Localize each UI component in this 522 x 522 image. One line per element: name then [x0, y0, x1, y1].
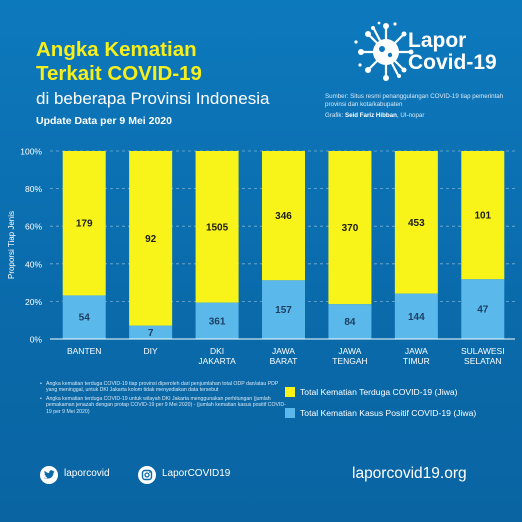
data-label-positive: 157 — [275, 305, 292, 316]
source-note: Sumber: Situs resmi penanggulangan COVID… — [325, 93, 515, 120]
y-tick-label: 20% — [25, 297, 42, 307]
legend-item-positive: Total Kematian Kasus Positif COVID-19 (J… — [285, 407, 476, 421]
credit-label: Grafik: — [325, 112, 344, 119]
bar-positive — [394, 293, 438, 339]
footnote-2: Angka kematian terduga COVID-19 untuk wi… — [40, 396, 290, 415]
update-date: Update Data per 9 Mei 2020 — [36, 115, 172, 127]
title-line-2: Terkait COVID-19 — [36, 62, 202, 85]
bar-suspected — [461, 151, 505, 280]
footnote-1: Angka kematian terduga COVID-19 tiap pro… — [40, 381, 290, 394]
credit-org: , UI-nopar — [396, 112, 425, 119]
legend-label-suspected: Total Kematian Terduga COVID-19 (Jiwa) — [300, 387, 458, 397]
virus-logo-icon — [354, 21, 414, 81]
legend-swatch-yellow — [285, 387, 295, 397]
legend-label-positive: Total Kematian Kasus Positif COVID-19 (J… — [300, 408, 477, 418]
x-tick-label: JAWA — [338, 346, 361, 356]
y-tick-label: 80% — [25, 184, 42, 194]
data-label-positive: 361 — [209, 316, 226, 327]
bar-suspected — [262, 151, 305, 281]
x-tick-label: DIY — [144, 346, 159, 356]
bar-positive — [328, 304, 372, 339]
stacked-bar-chart: 0% 20% 40% 60% 80% 100% Proporsi Tiap Jenis 179… — [7, 147, 515, 366]
twitter-bird-icon[interactable] — [40, 466, 58, 484]
data-label-positive: 47 — [477, 305, 489, 316]
instagram-handle[interactable]: LaporCOVID19 — [162, 468, 231, 479]
data-label-suspected: 1505 — [206, 222, 229, 233]
bar-suspected — [394, 151, 438, 294]
bar-positive — [262, 280, 305, 339]
logo-line-2: Covid-19 — [408, 51, 497, 74]
source-text: Situs resmi penanggulangan COVID-19 tiap… — [325, 93, 504, 108]
legend-item-suspected: Total Kematian Terduga COVID-19 (Jiwa) — [285, 386, 476, 400]
source-label: Sumber: — [325, 93, 349, 100]
bar-positive — [129, 325, 173, 339]
bar-positive — [461, 279, 505, 339]
bar-suspected — [328, 151, 372, 305]
y-axis-label: Proporsi Tiap Jenis — [7, 211, 16, 279]
data-label-suspected: 453 — [408, 218, 425, 229]
data-label-positive: 54 — [79, 313, 91, 324]
y-tick-label: 100% — [20, 147, 42, 157]
x-tick-label: BARAT — [270, 356, 298, 366]
bar-suspected — [62, 151, 106, 296]
x-tick-label: JAKARTA — [198, 356, 236, 366]
data-label-suspected: 346 — [275, 211, 292, 222]
credit-name: Seid Fariz Hibban — [344, 112, 397, 119]
twitter-handle[interactable]: laporcovid — [64, 468, 110, 479]
x-tick-label: SELATAN — [464, 356, 501, 366]
footer: laporcovid LaporCOVID19 laporcovid19.org — [0, 465, 522, 496]
x-tick-label: TENGAH — [332, 356, 367, 366]
subtitle: di beberapa Provinsi Indonesia — [36, 89, 270, 108]
data-label-suspected: 370 — [342, 223, 359, 234]
data-label-suspected: 179 — [76, 219, 93, 230]
title-line-1: Angka Kematian — [36, 38, 197, 61]
y-tick-label: 0% — [30, 335, 43, 345]
x-tick-label: TIMUR — [403, 356, 430, 366]
instagram-icon[interactable] — [138, 466, 156, 484]
x-tick-label: JAWA — [272, 346, 295, 356]
bar-suspected — [195, 151, 239, 303]
legend-swatch-blue — [285, 408, 295, 418]
x-tick-label: BANTEN — [67, 346, 101, 356]
x-tick-label: SULAWESI — [461, 346, 505, 356]
data-label-positive: 84 — [344, 317, 356, 328]
footnotes: Angka kematian terduga COVID-19 tiap pro… — [40, 381, 290, 417]
y-tick-label: 60% — [25, 222, 42, 232]
x-tick-label: DKI — [210, 346, 224, 356]
logo-text: Lapor Covid-19 — [408, 30, 497, 74]
data-label-suspected: 101 — [474, 211, 491, 222]
logo-line-1: Lapor — [408, 29, 467, 52]
bar-positive — [62, 295, 106, 339]
legend: Total Kematian Terduga COVID-19 (Jiwa) T… — [285, 386, 476, 428]
data-label-positive: 7 — [148, 328, 154, 339]
x-tick-label: JAWA — [405, 346, 428, 356]
y-tick-label: 40% — [25, 259, 42, 269]
data-label-positive: 144 — [408, 312, 425, 323]
bar-positive — [195, 302, 239, 339]
bar-suspected — [129, 151, 173, 326]
website-link[interactable]: laporcovid19.org — [352, 465, 467, 482]
data-label-suspected: 92 — [145, 234, 157, 245]
